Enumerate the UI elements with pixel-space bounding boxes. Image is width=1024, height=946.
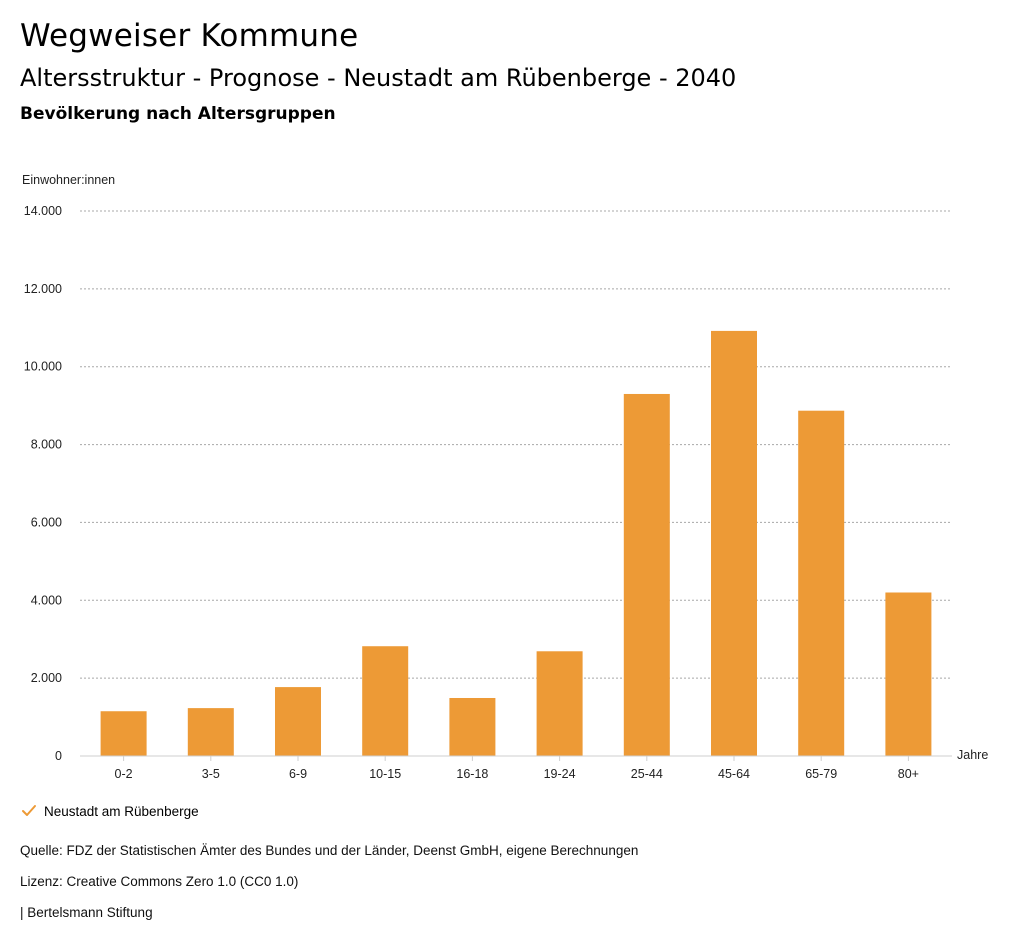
x-tick-label: 80+ <box>898 767 919 781</box>
legend-item[interactable]: Neustadt am Rübenberge <box>20 802 199 820</box>
y-tick-label: 4.000 <box>31 593 62 607</box>
legend-label: Neustadt am Rübenberge <box>44 803 199 819</box>
x-tick-label: 3-5 <box>202 767 220 781</box>
y-tick-label: 6.000 <box>31 515 62 529</box>
credit-note: | Bertelsmann Stiftung <box>20 905 153 920</box>
y-tick-label: 8.000 <box>31 438 62 452</box>
x-tick-label: 0-2 <box>115 767 133 781</box>
y-tick-label: 14.000 <box>24 204 62 218</box>
gridlines <box>80 210 952 679</box>
bar-19-24[interactable] <box>536 651 583 756</box>
source-note: Quelle: FDZ der Statistischen Ämter des … <box>20 843 639 858</box>
x-tick-label: 16-18 <box>456 767 488 781</box>
x-axis-label: Jahre <box>957 748 988 762</box>
bar-6-9[interactable] <box>275 687 321 756</box>
page-title: Wegweiser Kommune <box>20 18 359 54</box>
section-title: Bevölkerung nach Altersgruppen <box>20 104 336 124</box>
bar-80+[interactable] <box>885 592 932 757</box>
chart-subtitle: Altersstruktur - Prognose - Neustadt am … <box>20 64 737 92</box>
bar-0-2[interactable] <box>100 711 147 756</box>
bar-25-44[interactable] <box>623 393 670 756</box>
bar-series <box>100 330 932 757</box>
y-tick-label: 10.000 <box>24 360 62 374</box>
bar-10-15[interactable] <box>362 646 409 756</box>
x-tick-label: 6-9 <box>289 767 307 781</box>
y-tick-label: 12.000 <box>24 282 62 296</box>
x-tick-label: 45-64 <box>718 767 750 781</box>
x-tick-label: 25-44 <box>631 767 663 781</box>
license-note: Lizenz: Creative Commons Zero 1.0 (CC0 1… <box>20 874 299 889</box>
x-axis-ticks: 0-2 3-5 6-9 10-15 16-18 19-24 25-44 45-64 65-79 8… <box>115 756 919 781</box>
bar-45-64[interactable] <box>711 330 757 756</box>
y-axis-label: Einwohner:innen <box>22 173 115 187</box>
x-tick-label: 19-24 <box>544 767 576 781</box>
bar-chart: Einwohner:innen Jahre 0 2.000 4.000 6.000 8.… <box>22 173 988 781</box>
x-tick-label: 10-15 <box>369 767 401 781</box>
bar-3-5[interactable] <box>187 708 234 756</box>
x-tick-label: 65-79 <box>805 767 837 781</box>
y-tick-label: 2.000 <box>31 671 62 685</box>
y-tick-label: 0 <box>55 749 62 763</box>
bar-65-79[interactable] <box>798 410 845 756</box>
bar-16-18[interactable] <box>449 697 496 756</box>
y-axis-ticks: 0 2.000 4.000 6.000 8.000 10.000 12.000 14.000 <box>24 204 62 763</box>
checkmark-icon <box>22 805 36 816</box>
